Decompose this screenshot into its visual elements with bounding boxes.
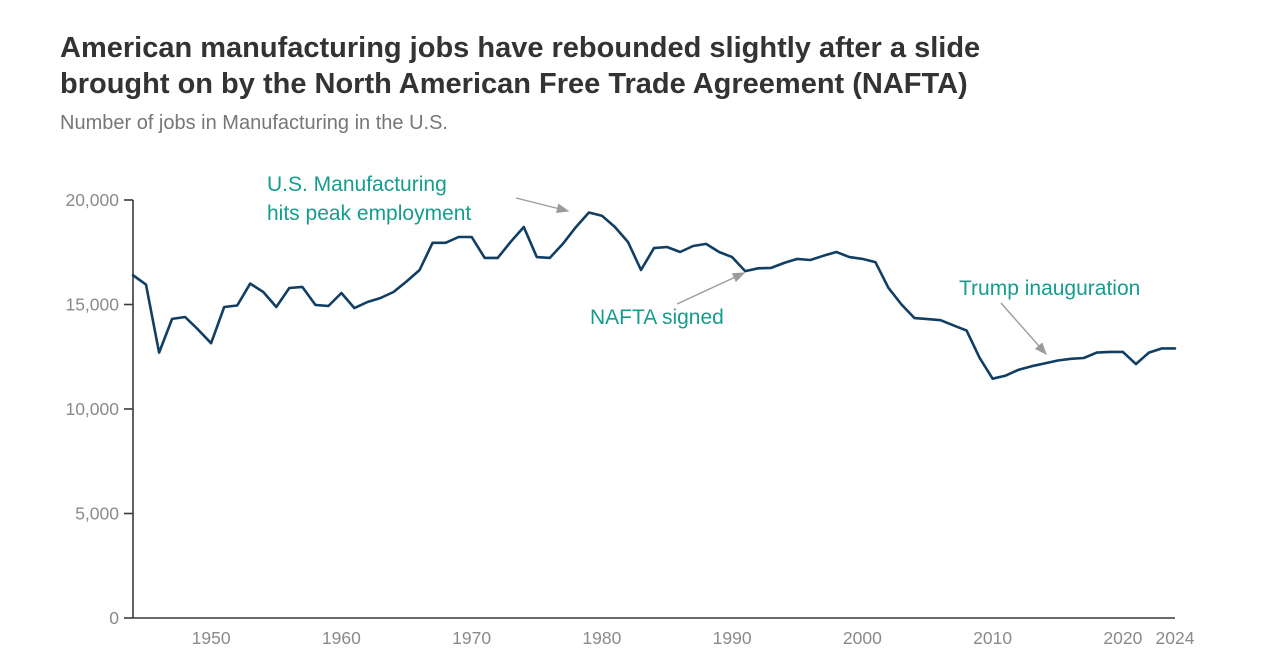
annotation-arrow <box>515 197 570 214</box>
annotation-peak-employment: U.S. Manufacturing hits peak employment <box>267 173 472 225</box>
x-tick-label: 1970 <box>452 628 491 648</box>
y-tick-label: 20,000 <box>65 190 119 210</box>
x-tick-label: 1990 <box>713 628 752 648</box>
y-tick-label: 15,000 <box>65 295 119 315</box>
x-tick-label: 2010 <box>973 628 1012 648</box>
chart-title-line1: American manufacturing jobs have rebound… <box>60 32 981 64</box>
annotation-arrow <box>676 272 746 305</box>
x-tick-label: 2000 <box>843 628 882 648</box>
chart-subtitle: Number of jobs in Manufacturing in the U… <box>60 112 448 134</box>
y-tick-label: 5,000 <box>75 504 119 524</box>
manufacturing-jobs-line <box>131 211 1177 381</box>
chart-title-line2: brought on by the North American Free Tr… <box>60 68 968 100</box>
y-tick-label: 10,000 <box>65 399 119 419</box>
x-tick-label: 2020 <box>1103 628 1142 648</box>
x-tick-label: 1960 <box>322 628 361 648</box>
x-tick-label: 1950 <box>192 628 231 648</box>
x-tick-label: 2024 <box>1156 628 1195 648</box>
annotation-nafta-signed: NAFTA signed <box>590 306 724 329</box>
annotation-arrow <box>1000 302 1047 356</box>
chart-title: American manufacturing jobs have rebound… <box>60 30 1200 102</box>
x-tick-label: 1980 <box>582 628 621 648</box>
annotation-trump-inauguration: Trump inauguration <box>959 277 1141 300</box>
y-tick-label: 0 <box>109 608 119 628</box>
